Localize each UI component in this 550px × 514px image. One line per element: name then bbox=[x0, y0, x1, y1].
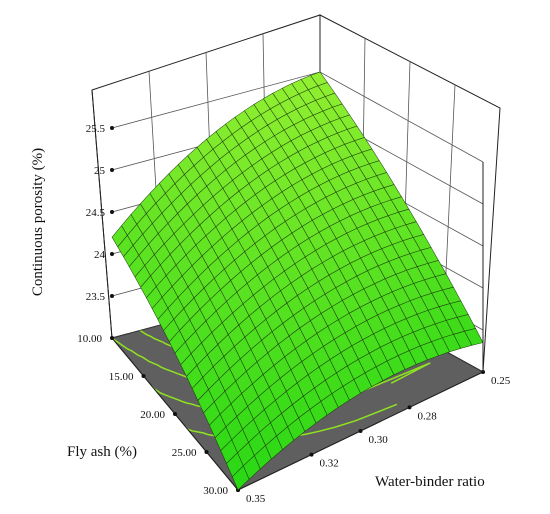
x-tick-label: 0.32 bbox=[320, 458, 339, 470]
z-axis-line bbox=[91, 89, 113, 339]
z-tick-label: 25 bbox=[94, 165, 106, 177]
y-tick-mark bbox=[173, 412, 177, 416]
surface-cell bbox=[231, 465, 250, 491]
x-tick-mark bbox=[358, 429, 363, 433]
z-tick-mark bbox=[110, 252, 114, 256]
y-tick-label: 25.00 bbox=[172, 447, 197, 459]
x-tick-mark bbox=[309, 452, 314, 457]
z-tick-mark bbox=[110, 126, 114, 130]
x-tick-label: 0.35 bbox=[246, 493, 266, 505]
z-tick-label: 23.5 bbox=[86, 291, 106, 303]
z-tick-mark bbox=[110, 168, 114, 172]
y-tick-label: 10.00 bbox=[77, 333, 102, 345]
y-tick-label: 15.00 bbox=[109, 371, 134, 383]
y-tick-label: 20.00 bbox=[140, 409, 165, 421]
x-tick-label: 0.28 bbox=[418, 410, 438, 422]
response-surface bbox=[111, 71, 484, 491]
y-axis-title: Fly ash (%) bbox=[67, 444, 137, 460]
z-tick-label: 24.5 bbox=[86, 207, 106, 219]
y-tick-mark bbox=[141, 374, 146, 378]
x-tick-mark bbox=[407, 405, 412, 410]
x-tick-label: 0.30 bbox=[369, 434, 389, 446]
z-tick-mark bbox=[110, 210, 114, 214]
z-tick-mark bbox=[110, 294, 114, 298]
z-tick-label: 25.5 bbox=[86, 123, 106, 135]
y-tick-mark bbox=[110, 336, 114, 340]
y-tick-mark bbox=[204, 450, 209, 454]
x-axis-title: Water-binder ratio bbox=[375, 474, 485, 490]
z-axis-title: Continuous porosity (%) bbox=[30, 148, 46, 296]
z-tick-label: 24 bbox=[94, 249, 106, 261]
y-tick-label: 30.00 bbox=[203, 485, 228, 497]
x-tick-label: 0.25 bbox=[491, 375, 511, 387]
